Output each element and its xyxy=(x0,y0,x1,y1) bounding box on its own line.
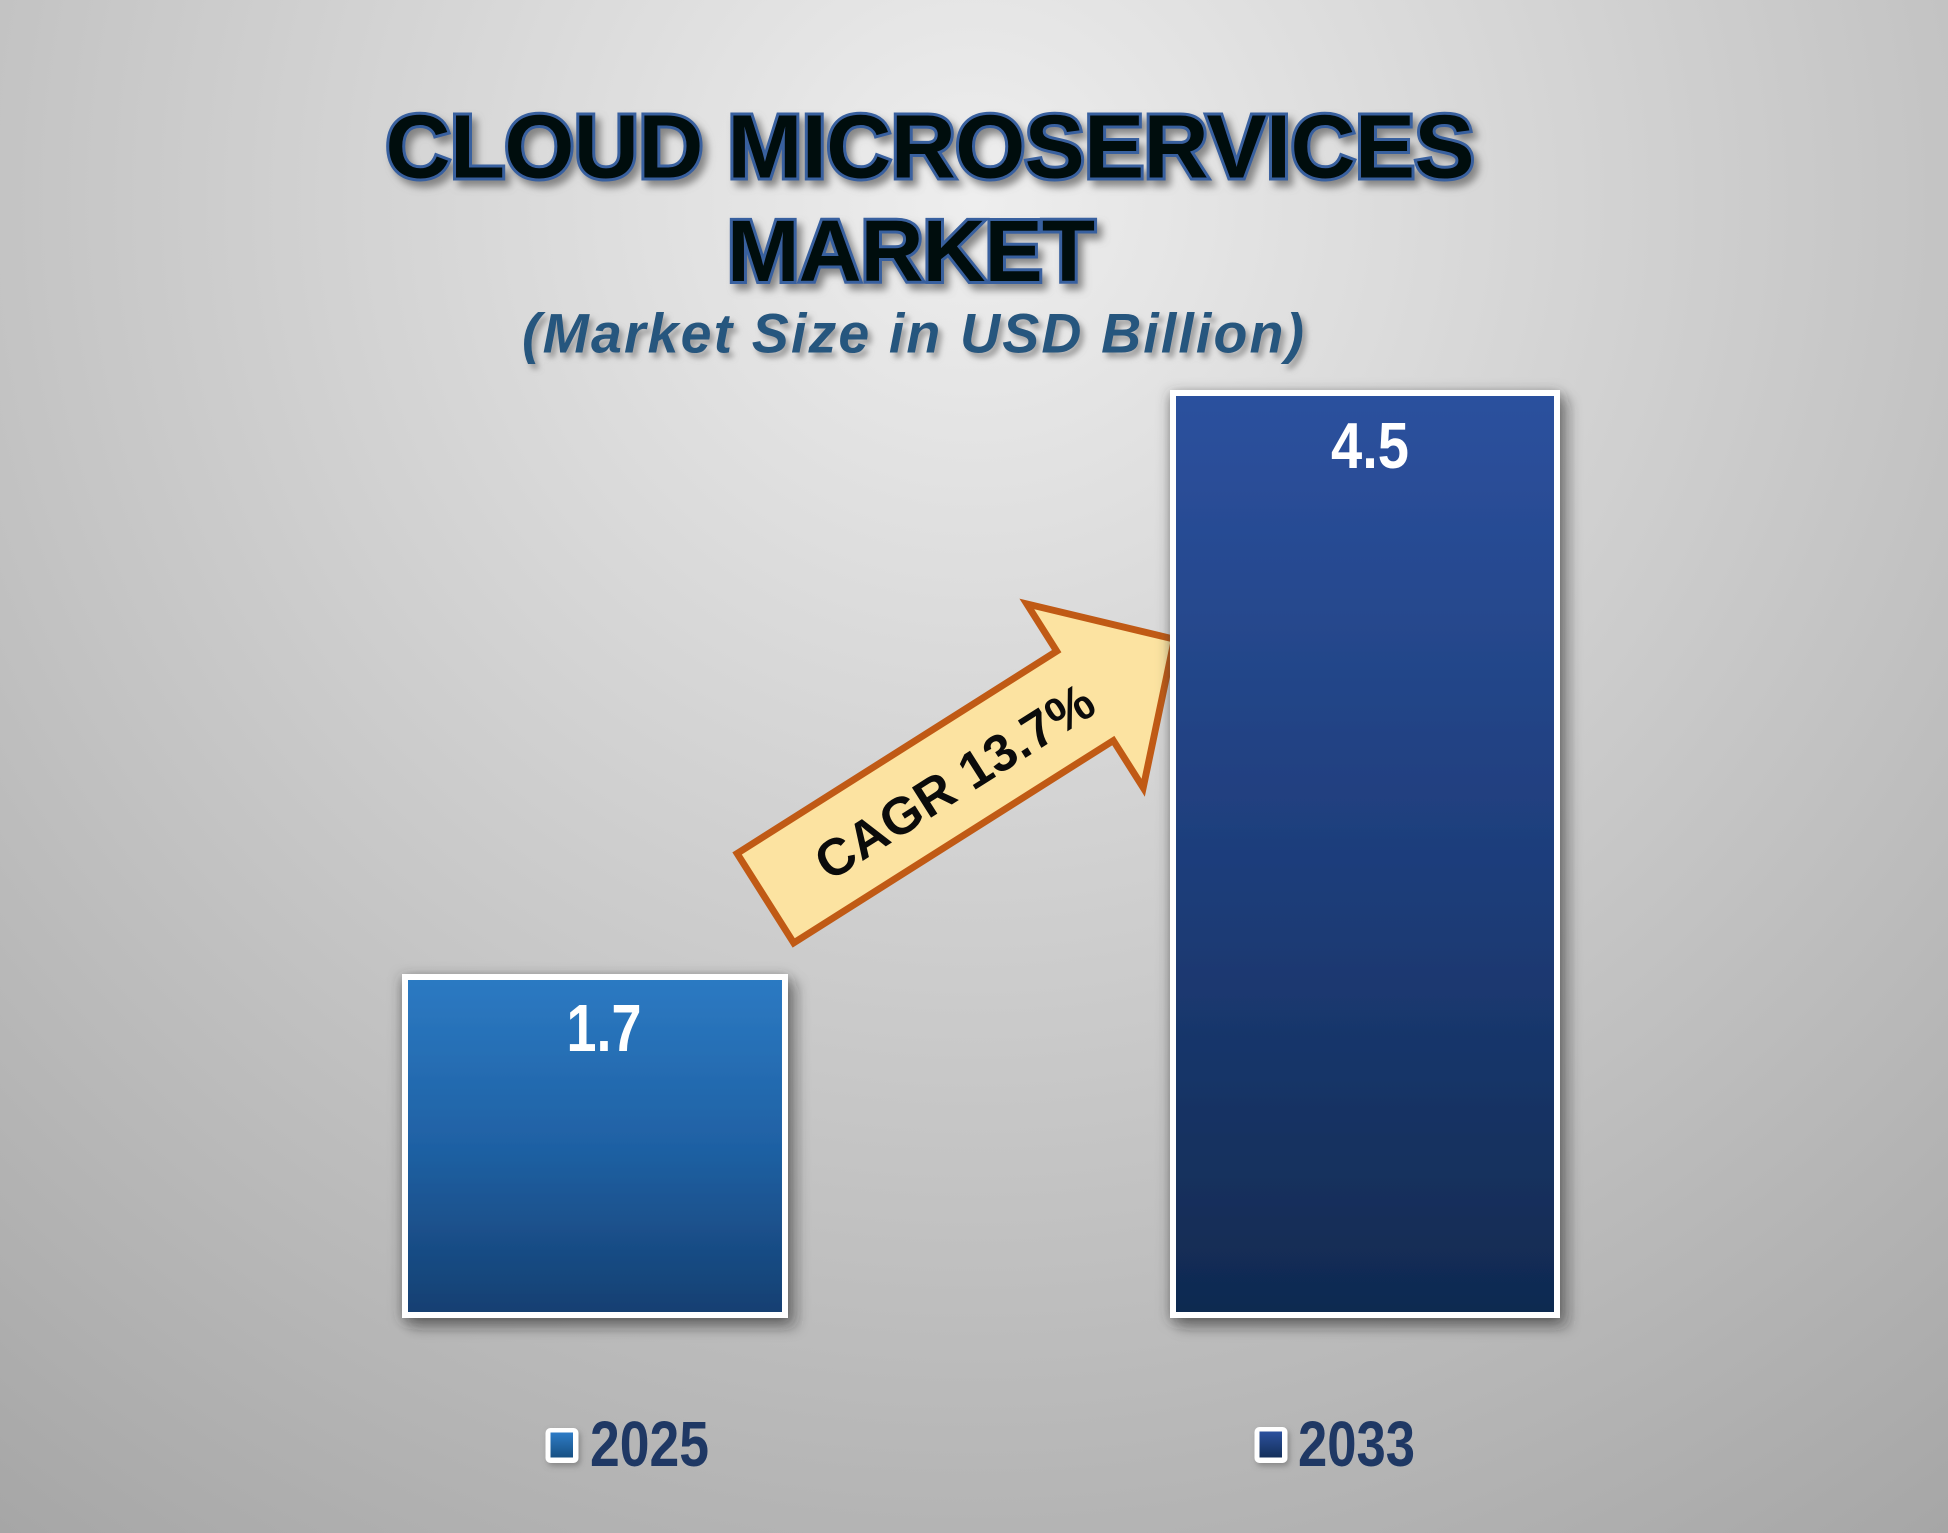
svg-text:4.5: 4.5 xyxy=(1331,410,1409,482)
svg-text:2025: 2025 xyxy=(590,1408,709,1480)
svg-text:(Market Size in USD Billion): (Market Size in USD Billion) xyxy=(522,303,1304,365)
svg-text:2033: 2033 xyxy=(1298,1408,1415,1480)
svg-text:CLOUD MICROSERVICES: CLOUD MICROSERVICES xyxy=(386,98,1475,198)
svg-text:MARKET: MARKET xyxy=(727,203,1095,300)
svg-text:1.7: 1.7 xyxy=(567,992,642,1066)
